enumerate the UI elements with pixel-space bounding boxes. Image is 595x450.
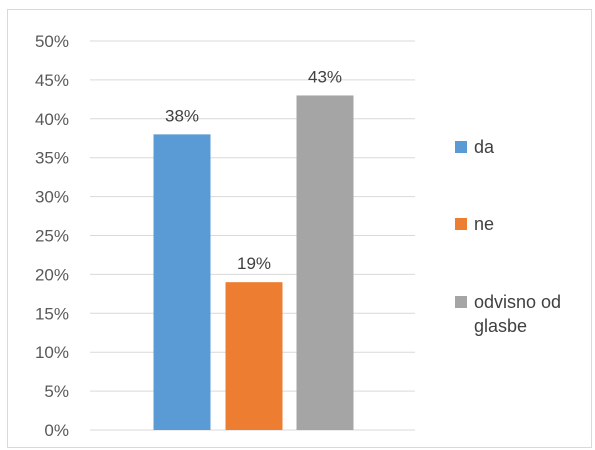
y-tick-label: 15%	[35, 304, 69, 323]
legend-swatch-ne	[455, 218, 467, 230]
bar	[225, 282, 283, 430]
y-tick-label: 20%	[35, 265, 69, 284]
y-tick-label: 10%	[35, 343, 69, 362]
y-tick-label: 25%	[35, 227, 69, 246]
bar	[296, 95, 354, 431]
data-label: 19%	[237, 254, 271, 273]
legend-swatch-odvisno-od-glasbe	[455, 296, 467, 308]
data-label: 43%	[308, 67, 342, 86]
legend-label-da: da	[474, 137, 495, 157]
chart-frame	[7, 9, 592, 448]
legend-label-odvisno-od-glasbe: odvisno od glasbe	[474, 292, 562, 336]
y-tick-label: 5%	[44, 382, 69, 401]
y-tick-label: 45%	[35, 71, 69, 90]
bar	[153, 134, 211, 431]
y-tick-label: 30%	[35, 188, 69, 207]
data-label: 38%	[165, 106, 199, 125]
y-tick-label: 40%	[35, 110, 69, 129]
y-tick-label: 50%	[35, 32, 69, 51]
legend-label-ne: ne	[474, 214, 495, 234]
y-tick-label: 0%	[44, 421, 69, 440]
legend-swatch-da	[455, 141, 467, 153]
y-tick-label: 35%	[35, 149, 69, 168]
